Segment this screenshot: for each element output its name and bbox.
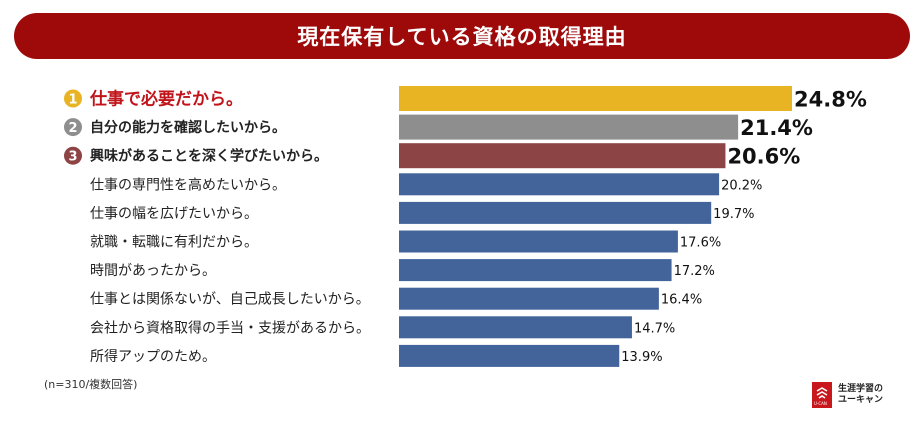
chart-title: 現在保有している資格の取得理由 <box>297 25 627 49</box>
value-label: 20.6% <box>727 145 800 169</box>
value-label: 17.6% <box>680 236 721 251</box>
category-label: 仕事で必要だから。 <box>89 89 243 110</box>
u-can-logo-icon: U-CAN <box>812 382 832 408</box>
rank-badge <box>64 146 82 165</box>
bar <box>399 201 712 224</box>
value-label: 20.2% <box>721 178 762 193</box>
category-label: 所得アップのため。 <box>90 348 216 365</box>
category-label: 自分の能力を確認したいから。 <box>90 119 286 136</box>
category-label: 仕事の幅を広げたいから。 <box>90 206 258 222</box>
bar <box>399 344 620 367</box>
value-label: 24.8% <box>794 88 867 112</box>
logo-line-1: 生涯学習の <box>838 384 884 394</box>
category-label: 会社から資格取得の手当・支援があるから。 <box>90 319 370 336</box>
u-can-mark-icon <box>816 387 828 399</box>
value-label: 19.7% <box>713 207 754 222</box>
title-bar: 現在保有している資格の取得理由 <box>14 13 910 59</box>
bar <box>399 230 678 253</box>
value-label: 21.4% <box>740 116 813 140</box>
value-label: 16.4% <box>661 293 702 308</box>
rank-number: 2 <box>68 121 77 136</box>
logo-line-2: ユーキャン <box>838 395 884 405</box>
bar <box>399 114 739 140</box>
bar <box>399 86 792 111</box>
logo-text: 生涯学習の ユーキャン <box>838 384 883 406</box>
bar <box>399 316 632 339</box>
category-label: 仕事の専門性を高めたいから。 <box>90 176 286 193</box>
bar <box>399 259 672 282</box>
logo-sub-text: U-CAN <box>814 401 827 406</box>
rank-badge <box>64 89 82 108</box>
value-label: 17.2% <box>674 264 715 279</box>
value-label: 14.7% <box>634 321 675 336</box>
category-label: 時間があったから。 <box>90 263 216 279</box>
category-label: 仕事とは関係ないが、自己成長したいから。 <box>90 292 370 308</box>
rank-number: 1 <box>68 93 77 108</box>
bar <box>399 287 659 310</box>
sample-note: (n=310/複数回答) <box>44 378 138 391</box>
category-label: 興味があることを深く学びたいから。 <box>90 148 328 165</box>
bar <box>399 173 720 196</box>
rank-badge <box>64 118 82 137</box>
value-label: 13.9% <box>621 350 662 365</box>
category-label: 就職・転職に有利だから。 <box>90 235 258 251</box>
bar <box>399 143 726 169</box>
rank-number: 3 <box>68 150 77 165</box>
u-can-logo: U-CAN 生涯学習の ユーキャン <box>812 380 912 410</box>
